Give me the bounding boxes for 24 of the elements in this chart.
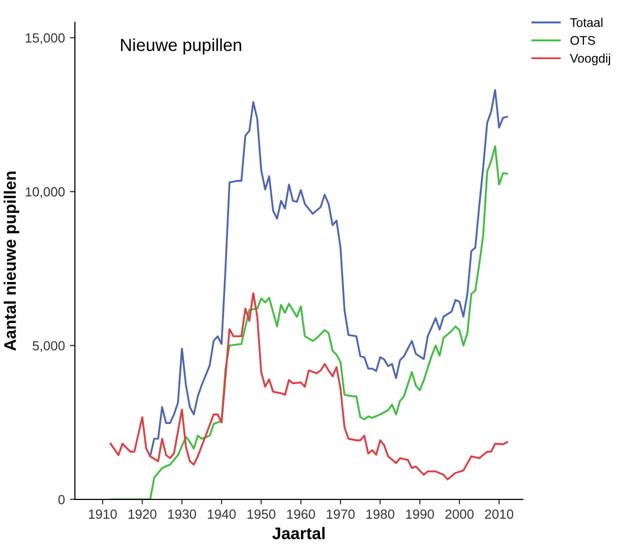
line-series <box>149 89 508 458</box>
y-axis-title: Aantal nieuwe pupillen <box>4 172 20 351</box>
x-axis-title: Jaartal <box>272 526 325 540</box>
y-tick-label: 0 <box>58 494 65 504</box>
x-tick-label: 1920 <box>128 509 156 519</box>
x-tick-label: 1970 <box>326 509 355 519</box>
y-tick-label: 10,000 <box>26 187 65 198</box>
legend-label: Voogdij <box>570 54 610 66</box>
legend-label: OTS <box>570 36 595 45</box>
x-tick-label: 1940 <box>208 509 236 519</box>
legend-label: Totaal <box>570 18 602 27</box>
y-tick-label: 15,000 <box>26 33 65 44</box>
y-tick-label: 5,000 <box>32 341 65 352</box>
x-tick-label: 1990 <box>406 509 434 519</box>
line-series <box>110 145 508 500</box>
x-tick-label: 1930 <box>168 509 196 519</box>
x-tick-label: 2000 <box>445 509 474 519</box>
x-tick-label: 1960 <box>287 509 316 519</box>
text: Nieuwe pupillen <box>121 38 242 55</box>
x-tick-label: 2010 <box>485 509 514 519</box>
x-tick-label: 1980 <box>366 509 394 519</box>
line-series <box>110 292 508 480</box>
x-tick-label: 1950 <box>248 509 276 519</box>
x-tick-label: 1910 <box>88 509 117 519</box>
